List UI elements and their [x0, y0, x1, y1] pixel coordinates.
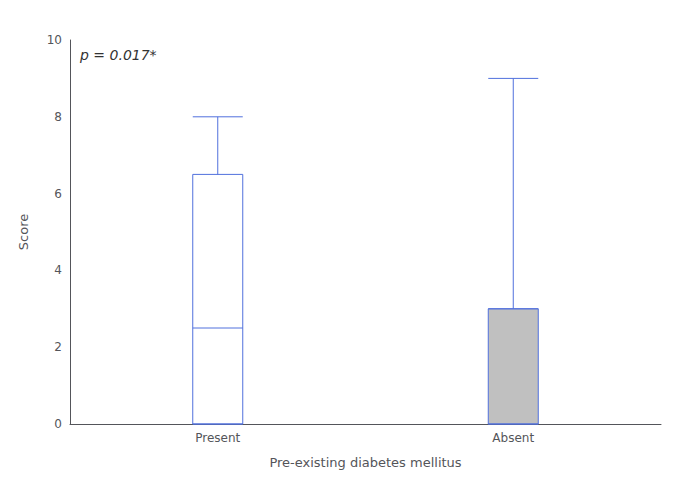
svg-text:10: 10 — [47, 33, 62, 47]
svg-text:Present: Present — [195, 431, 240, 445]
svg-text:p = 0.017*: p = 0.017* — [79, 47, 157, 63]
svg-text:0: 0 — [54, 417, 62, 431]
svg-text:Pre-existing diabetes mellitus: Pre-existing diabetes mellitus — [269, 455, 461, 470]
svg-text:2: 2 — [54, 340, 62, 354]
svg-text:6: 6 — [54, 187, 62, 201]
svg-text:8: 8 — [54, 110, 62, 124]
svg-text:Score: Score — [16, 214, 31, 250]
svg-text:4: 4 — [54, 263, 62, 277]
svg-text:Absent: Absent — [492, 431, 534, 445]
